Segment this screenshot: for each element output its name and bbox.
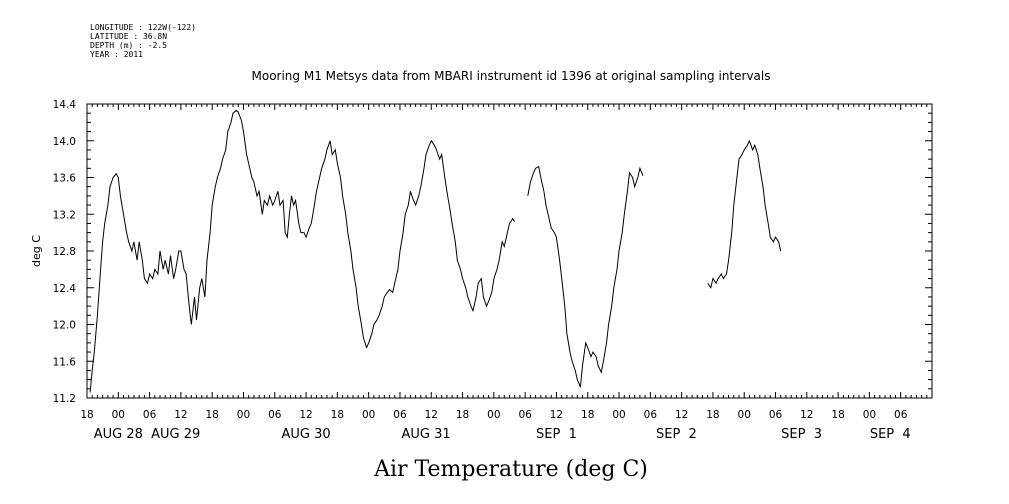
- series-line-segment: [527, 165, 644, 388]
- date-label: AUG 30: [281, 427, 330, 442]
- x-tick-label: 18: [456, 409, 469, 421]
- date-label: AUG 29: [151, 427, 200, 442]
- date-label: SEP 3: [781, 427, 822, 442]
- x-tick-label: 12: [675, 409, 688, 421]
- date-label: SEP 1: [536, 427, 577, 442]
- y-tick-label: 13.2: [53, 209, 76, 221]
- tick-marks: [86, 103, 933, 399]
- y-tick-labels: 11.2 11.6 12.0 12.4 12.8 13.2 13.6 14.0 14.4: [53, 99, 77, 405]
- date-label: AUG 28: [94, 427, 143, 442]
- x-tick-label: 18: [205, 409, 218, 421]
- y-tick-label: 11.2: [53, 393, 76, 405]
- x-tick-label: 00: [738, 409, 751, 421]
- x-tick-labels: 18 00 06 12 18 00 06 12 18 00 06 12 18 00 06 12 18 00 06 12…: [80, 409, 907, 421]
- chart-title: Mooring M1 Metsys data from MBARI instru…: [252, 69, 771, 83]
- date-label: AUG 31: [401, 427, 450, 442]
- y-tick-label: 13.6: [53, 173, 77, 185]
- x-tick-label: 18: [706, 409, 719, 421]
- year-label: YEAR : 2011: [90, 50, 143, 59]
- date-label: SEP 2: [656, 427, 697, 442]
- x-tick-label: 06: [268, 409, 282, 421]
- y-tick-label: 11.6: [53, 356, 77, 368]
- x-tick-label: 18: [80, 409, 93, 421]
- y-axis-label: deg C: [30, 235, 43, 267]
- x-tick-label: 12: [550, 409, 563, 421]
- x-tick-label: 00: [487, 409, 500, 421]
- x-tick-label: 06: [894, 409, 908, 421]
- x-axis-title: Air Temperature (deg C): [373, 457, 648, 482]
- y-tick-label: 14.0: [53, 136, 76, 148]
- y-tick-label: 14.4: [53, 99, 77, 111]
- x-tick-label: 12: [425, 409, 438, 421]
- y-tick-label: 12.8: [53, 246, 76, 258]
- series-line-segment: [89, 109, 516, 393]
- x-tick-label: 06: [393, 409, 407, 421]
- x-tick-label: 12: [174, 409, 187, 421]
- longitude-label: LONGITUDE : 122W(-122): [90, 23, 196, 32]
- x-tick-label: 00: [237, 409, 250, 421]
- plot-frame: [86, 103, 933, 399]
- x-tick-label: 00: [362, 409, 375, 421]
- depth-label: DEPTH (m) : -2.5: [90, 41, 167, 50]
- x-tick-label: 18: [581, 409, 594, 421]
- x-tick-label: 12: [800, 409, 813, 421]
- x-tick-label: 00: [112, 409, 125, 421]
- x-tick-label: 06: [769, 409, 783, 421]
- x-tick-label: 06: [644, 409, 658, 421]
- x-tick-label: 12: [299, 409, 312, 421]
- x-tick-label: 00: [612, 409, 625, 421]
- x-tick-label: 06: [518, 409, 532, 421]
- x-tick-label: 18: [331, 409, 344, 421]
- series-layer: [89, 109, 782, 393]
- x-tick-label: 00: [863, 409, 876, 421]
- y-tick-label: 12.4: [53, 283, 77, 295]
- series-line-segment: [707, 139, 782, 289]
- x-tick-label: 06: [143, 409, 157, 421]
- x-tick-label: 18: [831, 409, 844, 421]
- latitude-label: LATITUDE : 36.8N: [90, 32, 167, 41]
- y-tick-label: 12.0: [53, 320, 76, 332]
- date-labels: AUG 28 AUG 29 AUG 30 AUG 31 SEP 1 SEP 2 SEP 3 S…: [94, 427, 911, 442]
- date-label: SEP 4: [870, 427, 911, 442]
